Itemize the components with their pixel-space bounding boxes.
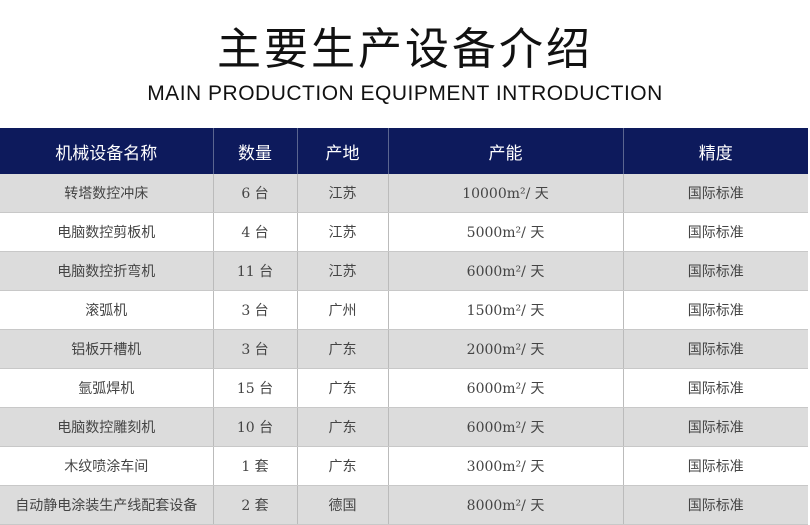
cell-precision: 国际标准 bbox=[623, 174, 808, 213]
table-row: 滚弧机 3 台广州 1500m²/ 天国际标准 bbox=[0, 290, 808, 330]
cell-name: 电脑数控剪板机 bbox=[0, 212, 214, 252]
cell-name: 氩弧焊机 bbox=[0, 368, 214, 408]
cell-name: 转塔数控冲床 bbox=[0, 174, 214, 213]
cell-quantity: 15 台 bbox=[213, 368, 298, 408]
cell-capacity: 6000m²/ 天 bbox=[388, 407, 624, 447]
cell-origin: 德国 bbox=[297, 485, 389, 525]
header-name: 机械设备名称 bbox=[0, 128, 214, 174]
cell-quantity: 10 台 bbox=[213, 407, 298, 447]
cell-quantity: 2 套 bbox=[213, 485, 298, 525]
cell-quantity: 4 台 bbox=[213, 212, 298, 252]
cell-name: 电脑数控雕刻机 bbox=[0, 407, 214, 447]
cell-precision: 国际标准 bbox=[623, 329, 808, 369]
cell-precision: 国际标准 bbox=[623, 407, 808, 447]
cell-quantity: 6 台 bbox=[213, 174, 298, 213]
cell-capacity: 3000m²/ 天 bbox=[388, 446, 624, 486]
cell-origin: 广东 bbox=[297, 329, 389, 369]
cell-precision: 国际标准 bbox=[623, 485, 808, 525]
table-row: 电脑数控折弯机 11 台江苏 6000m²/ 天国际标准 bbox=[0, 251, 808, 291]
cell-quantity: 3 台 bbox=[213, 290, 298, 330]
table-header-row: 机械设备名称 数量 产地 产能 精度 bbox=[0, 128, 808, 174]
cell-capacity: 10000m²/ 天 bbox=[388, 174, 624, 213]
cell-origin: 广东 bbox=[297, 446, 389, 486]
page-subtitle: MAIN PRODUCTION EQUIPMENT INTRODUCTION bbox=[147, 82, 663, 105]
cell-origin: 广州 bbox=[297, 290, 389, 330]
cell-precision: 国际标准 bbox=[623, 446, 808, 486]
header-precision: 精度 bbox=[623, 128, 808, 174]
cell-capacity: 5000m²/ 天 bbox=[388, 212, 624, 252]
cell-precision: 国际标准 bbox=[623, 290, 808, 330]
cell-quantity: 3 台 bbox=[213, 329, 298, 369]
cell-quantity: 11 台 bbox=[213, 251, 298, 291]
cell-origin: 广东 bbox=[297, 407, 389, 447]
cell-precision: 国际标准 bbox=[623, 251, 808, 291]
equipment-table: 机械设备名称 数量 产地 产能 精度 转塔数控冲床 6 台江苏 10000m²/ 天… bbox=[0, 128, 808, 525]
cell-capacity: 6000m²/ 天 bbox=[388, 251, 624, 291]
table-row: 自动静电涂装生产线配套设备 2 套德国 8000m²/ 天国际标准 bbox=[0, 485, 808, 525]
cell-name: 电脑数控折弯机 bbox=[0, 251, 214, 291]
cell-name: 木纹喷涂车间 bbox=[0, 446, 214, 486]
cell-name: 滚弧机 bbox=[0, 290, 214, 330]
table-row: 木纹喷涂车间 1 套广东 3000m²/ 天国际标准 bbox=[0, 446, 808, 486]
header-capacity: 产能 bbox=[388, 128, 624, 174]
table-row: 转塔数控冲床 6 台江苏 10000m²/ 天国际标准 bbox=[0, 174, 808, 213]
table-row: 电脑数控剪板机 4 台江苏 5000m²/ 天国际标准 bbox=[0, 212, 808, 252]
cell-capacity: 2000m²/ 天 bbox=[388, 329, 624, 369]
table-row: 铝板开槽机 3 台广东 2000m²/ 天国际标准 bbox=[0, 329, 808, 369]
header-quantity: 数量 bbox=[213, 128, 298, 174]
cell-origin: 江苏 bbox=[297, 212, 389, 252]
cell-origin: 江苏 bbox=[297, 251, 389, 291]
cell-precision: 国际标准 bbox=[623, 368, 808, 408]
page-title: 主要生产设备介绍 bbox=[217, 24, 593, 75]
cell-quantity: 1 套 bbox=[213, 446, 298, 486]
cell-precision: 国际标准 bbox=[623, 212, 808, 252]
table-row: 电脑数控雕刻机 10 台广东 6000m²/ 天国际标准 bbox=[0, 407, 808, 447]
header-origin: 产地 bbox=[297, 128, 389, 174]
cell-capacity: 6000m²/ 天 bbox=[388, 368, 624, 408]
cell-capacity: 1500m²/ 天 bbox=[388, 290, 624, 330]
cell-capacity: 8000m²/ 天 bbox=[388, 485, 624, 525]
cell-name: 铝板开槽机 bbox=[0, 329, 214, 369]
cell-origin: 江苏 bbox=[297, 174, 389, 213]
cell-name: 自动静电涂装生产线配套设备 bbox=[0, 485, 214, 525]
cell-origin: 广东 bbox=[297, 368, 389, 408]
table-row: 氩弧焊机 15 台广东 6000m²/ 天国际标准 bbox=[0, 368, 808, 408]
